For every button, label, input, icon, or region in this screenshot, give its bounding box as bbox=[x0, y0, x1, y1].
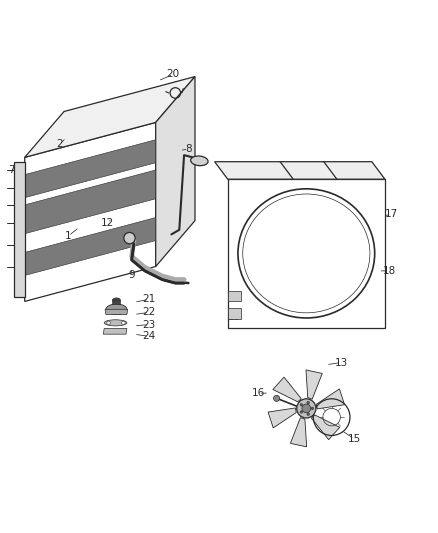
Polygon shape bbox=[306, 370, 322, 399]
Ellipse shape bbox=[191, 156, 208, 166]
Text: 16: 16 bbox=[252, 388, 265, 398]
Text: 22: 22 bbox=[142, 308, 156, 317]
Polygon shape bbox=[268, 408, 296, 428]
Polygon shape bbox=[155, 77, 195, 266]
Text: 12: 12 bbox=[101, 218, 114, 228]
Text: 6: 6 bbox=[14, 222, 21, 232]
Circle shape bbox=[122, 321, 125, 325]
Text: 21: 21 bbox=[142, 294, 156, 304]
Polygon shape bbox=[25, 77, 195, 157]
Polygon shape bbox=[105, 309, 128, 314]
Polygon shape bbox=[273, 377, 301, 402]
Polygon shape bbox=[25, 140, 155, 198]
Circle shape bbox=[124, 232, 135, 244]
Text: 8: 8 bbox=[185, 143, 192, 154]
Circle shape bbox=[107, 321, 110, 325]
Text: 9: 9 bbox=[128, 270, 135, 280]
Text: 24: 24 bbox=[142, 332, 156, 341]
Polygon shape bbox=[14, 161, 25, 297]
Circle shape bbox=[274, 395, 280, 401]
Text: 20: 20 bbox=[166, 69, 180, 79]
Circle shape bbox=[311, 407, 314, 410]
Polygon shape bbox=[228, 308, 241, 319]
Text: 2: 2 bbox=[57, 139, 63, 149]
Text: 7: 7 bbox=[8, 165, 15, 175]
Circle shape bbox=[300, 411, 303, 413]
Text: 15: 15 bbox=[348, 434, 361, 444]
Circle shape bbox=[302, 404, 311, 413]
Circle shape bbox=[307, 401, 310, 404]
Circle shape bbox=[300, 403, 303, 406]
Polygon shape bbox=[25, 170, 155, 233]
Polygon shape bbox=[215, 161, 385, 179]
Circle shape bbox=[297, 399, 316, 418]
Polygon shape bbox=[228, 290, 241, 302]
Text: 23: 23 bbox=[142, 320, 156, 329]
Text: 13: 13 bbox=[335, 358, 348, 368]
Text: 18: 18 bbox=[383, 266, 396, 276]
Polygon shape bbox=[316, 389, 345, 409]
Polygon shape bbox=[290, 417, 307, 447]
Polygon shape bbox=[103, 328, 127, 334]
Circle shape bbox=[307, 413, 310, 416]
Text: 17: 17 bbox=[385, 209, 398, 219]
Polygon shape bbox=[311, 415, 340, 440]
Text: 5: 5 bbox=[14, 248, 21, 259]
Polygon shape bbox=[25, 217, 155, 276]
Text: 1: 1 bbox=[65, 231, 72, 241]
Ellipse shape bbox=[104, 320, 127, 326]
Ellipse shape bbox=[113, 298, 120, 302]
Ellipse shape bbox=[106, 304, 127, 314]
Text: 19: 19 bbox=[228, 312, 241, 322]
Polygon shape bbox=[113, 300, 120, 304]
